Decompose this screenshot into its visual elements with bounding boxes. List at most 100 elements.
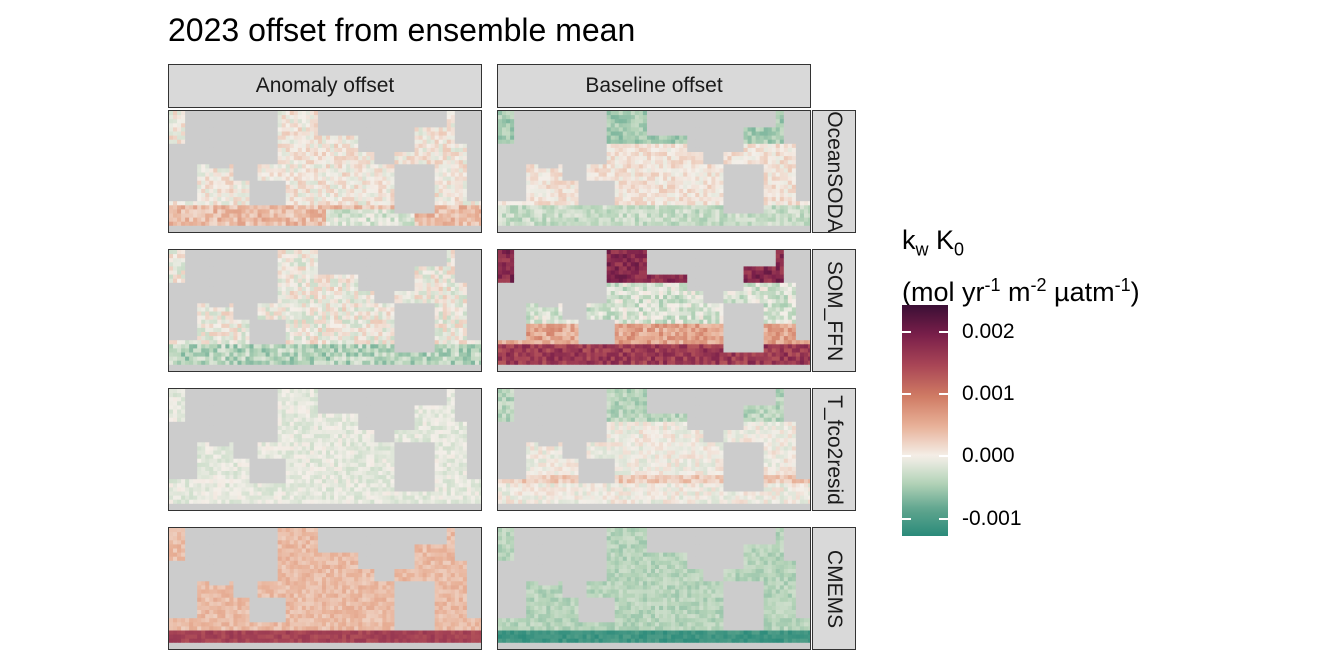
map-cell xyxy=(715,164,720,169)
map-cell xyxy=(265,164,271,169)
map-cell xyxy=(269,197,275,202)
map-cell xyxy=(289,119,295,124)
map-cell xyxy=(326,225,331,231)
map-cell xyxy=(434,258,440,263)
map-cell xyxy=(257,176,262,182)
map-cell xyxy=(598,184,604,190)
map-cell xyxy=(330,115,335,120)
map-cell xyxy=(201,229,206,232)
map-cell xyxy=(233,119,238,124)
map-cell xyxy=(719,225,724,231)
map-cell xyxy=(330,193,335,198)
map-cell xyxy=(687,197,692,202)
map-cell xyxy=(771,188,777,194)
map-cell xyxy=(799,119,805,124)
map-cell xyxy=(807,217,810,223)
map-cell xyxy=(787,147,793,153)
map-cell xyxy=(253,115,258,120)
map-cell xyxy=(514,205,519,210)
map-cell xyxy=(590,168,596,173)
map-cell xyxy=(719,115,724,120)
map-cell xyxy=(173,221,178,227)
map-cell xyxy=(530,127,535,132)
map-cell xyxy=(285,147,291,153)
map-cell xyxy=(478,143,481,149)
map-cell xyxy=(751,225,757,231)
map-cell xyxy=(402,209,407,214)
map-cell xyxy=(642,115,648,120)
map-cell xyxy=(382,160,387,165)
map-cell xyxy=(446,217,452,223)
map-cell xyxy=(301,143,307,149)
map-cell xyxy=(209,180,214,186)
map-cell xyxy=(265,119,271,124)
map-cell xyxy=(502,197,507,202)
map-cell xyxy=(241,147,246,153)
map-cell xyxy=(185,176,190,182)
map-cell xyxy=(671,193,676,198)
map-cell xyxy=(514,147,519,153)
map-cell xyxy=(558,184,563,190)
map-cell xyxy=(394,213,399,218)
map-cell xyxy=(402,221,407,227)
map-cell xyxy=(695,193,700,198)
map-cell xyxy=(430,254,436,259)
map-cell xyxy=(330,156,335,161)
map-cell xyxy=(390,152,395,157)
map-cell xyxy=(394,221,399,227)
map-cell xyxy=(634,152,640,157)
map-cell xyxy=(446,205,452,210)
map-cell xyxy=(289,258,295,263)
map-cell xyxy=(807,180,810,186)
map-cell xyxy=(655,115,660,120)
map-cell xyxy=(309,131,315,136)
map-cell xyxy=(370,147,375,153)
map-cell xyxy=(667,180,672,186)
map-cell xyxy=(370,135,375,141)
map-cell xyxy=(791,168,797,173)
map-cell xyxy=(281,119,287,124)
map-cell xyxy=(438,229,444,232)
map-cell xyxy=(787,188,793,194)
map-cell xyxy=(189,139,194,145)
map-cell xyxy=(305,229,311,232)
map-cell xyxy=(807,160,810,165)
map-cell xyxy=(265,160,271,165)
map-cell xyxy=(534,168,539,173)
map-cell xyxy=(177,135,182,141)
map-cell xyxy=(626,205,632,210)
map-cell xyxy=(522,115,527,120)
map-cell xyxy=(378,188,383,194)
map-cell xyxy=(197,115,202,120)
map-cell xyxy=(779,172,785,177)
map-cell xyxy=(205,139,210,145)
map-cell xyxy=(213,213,218,218)
map-cell xyxy=(634,143,640,149)
map-cell xyxy=(562,143,567,149)
map-cell xyxy=(799,184,805,190)
map-cell xyxy=(346,201,351,206)
map-cell xyxy=(334,184,339,190)
map-cell xyxy=(245,254,250,259)
map-cell xyxy=(546,205,551,210)
map-cell xyxy=(338,176,343,182)
map-cell xyxy=(779,184,785,190)
map-cell xyxy=(225,262,230,267)
map-cell xyxy=(787,127,793,132)
map-cell xyxy=(530,139,535,145)
map-cell xyxy=(430,164,436,169)
map-cell xyxy=(418,229,424,232)
map-cell xyxy=(478,168,481,173)
map-cell xyxy=(743,213,748,218)
map-cell xyxy=(450,184,456,190)
map-cell xyxy=(237,221,242,227)
map-cell xyxy=(249,209,254,214)
map-cell xyxy=(398,180,403,186)
map-cell xyxy=(317,193,323,198)
map-cell xyxy=(574,135,579,141)
map-cell xyxy=(646,164,652,169)
map-cell xyxy=(743,139,748,145)
map-cell xyxy=(526,168,531,173)
map-cell xyxy=(185,197,190,202)
map-cell xyxy=(378,152,383,157)
